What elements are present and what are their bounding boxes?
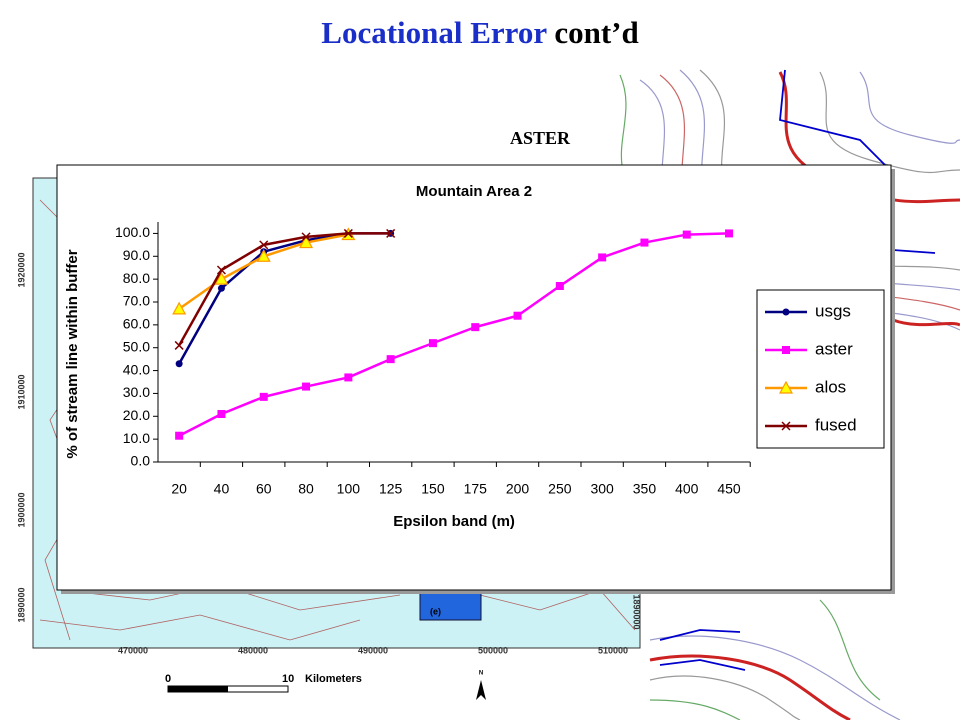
y-tick-label: 0.0	[131, 453, 151, 469]
marker	[344, 373, 353, 382]
legend-label: fused	[815, 415, 857, 434]
marker	[174, 340, 184, 350]
scale-start: 0	[165, 673, 171, 685]
legend-marker	[782, 346, 790, 354]
legend-marker	[778, 380, 794, 394]
marker	[217, 284, 225, 292]
scale-unit: Kilometers	[305, 673, 362, 685]
legend-marker	[781, 421, 791, 431]
marker	[640, 238, 649, 247]
x-tick-label: 175	[464, 481, 488, 497]
x-coord: 480000	[238, 645, 268, 655]
x-tick-label: 125	[379, 481, 403, 497]
marker	[725, 229, 734, 238]
series-line	[178, 232, 730, 437]
marker	[386, 355, 395, 364]
marker	[299, 235, 314, 249]
legend-label: usgs	[815, 301, 851, 320]
x-coord: 500000	[478, 645, 508, 655]
x-tick-label: 20	[171, 481, 187, 497]
marker	[682, 230, 691, 239]
legend-box	[756, 289, 885, 449]
y-tick-label: 80.0	[123, 270, 150, 286]
slide-title: Locational Error cont’d	[321, 15, 638, 50]
x-tick-label: 60	[256, 481, 272, 497]
marker	[343, 228, 353, 238]
legend-label: aster	[815, 339, 853, 358]
x-tick-label: 200	[506, 481, 530, 497]
chart-title: Mountain Area 2	[416, 183, 532, 200]
marker	[301, 232, 311, 242]
north-arrow	[476, 680, 486, 700]
marker	[598, 253, 607, 262]
x-tick-label: 250	[548, 481, 572, 497]
marker	[555, 282, 564, 290]
y-coord: 1890000	[632, 594, 642, 629]
y-tick-label: 20.0	[123, 407, 150, 423]
marker	[259, 392, 268, 401]
map-coords: 470000 480000 490000 500000 510000 19200…	[16, 252, 641, 655]
y-tick-label: 60.0	[123, 316, 150, 332]
marker	[302, 382, 311, 391]
map-highlight	[419, 589, 482, 621]
scale-end: 10	[282, 673, 294, 685]
marker	[175, 431, 184, 440]
panel-label: (e)	[430, 606, 441, 616]
x-tick-label: 450	[717, 481, 741, 497]
x-tick-label: 400	[675, 481, 699, 497]
y-coord: 1910000	[16, 374, 26, 409]
slide-subtitle: ASTER	[510, 128, 571, 148]
y-tick-label: 90.0	[123, 247, 150, 263]
chart: Mountain Area 2 Epsilon band (m) % of stre…	[64, 183, 885, 530]
marker	[214, 271, 229, 285]
x-coord: 490000	[358, 645, 388, 655]
series-line	[178, 232, 391, 347]
title-blue: Locational Error	[321, 15, 547, 50]
marker	[172, 301, 187, 315]
x-tick-label: 150	[421, 481, 445, 497]
y-tick-label: 10.0	[123, 430, 150, 446]
x-tick-label: 350	[633, 481, 657, 497]
legend-marker	[782, 308, 790, 316]
marker	[216, 265, 226, 275]
marker	[256, 249, 271, 262]
north-label: N	[479, 671, 483, 677]
y-tick-label: 30.0	[123, 384, 150, 400]
y-tick-label: 100.0	[115, 224, 150, 240]
marker	[386, 228, 396, 238]
marker	[175, 360, 183, 368]
y-tick-label: 70.0	[123, 293, 150, 309]
x-tick-label: 300	[590, 481, 614, 497]
x-tick-label: 100	[337, 481, 361, 497]
x-tick-label: 40	[214, 481, 230, 497]
legend-label: alos	[815, 377, 846, 396]
title-black: cont’d	[554, 15, 638, 50]
x-axis-label: Epsilon band (m)	[393, 513, 515, 530]
marker	[259, 240, 269, 250]
y-tick-label: 40.0	[123, 361, 150, 377]
y-tick-label: 50.0	[123, 338, 150, 354]
marker	[471, 323, 480, 332]
y-axis-label: % of stream line within buffer	[64, 249, 81, 458]
marker	[428, 339, 437, 348]
x-tick-label: 80	[298, 481, 314, 497]
marker	[217, 410, 226, 418]
scale-bar-fill	[168, 686, 228, 692]
x-coord: 470000	[118, 645, 148, 655]
y-coord: 1900000	[16, 492, 26, 527]
y-coord: 1920000	[16, 252, 26, 287]
x-coord: 510000	[598, 645, 628, 655]
marker	[513, 311, 522, 320]
y-coord: 1890000	[16, 587, 26, 622]
chart-area	[56, 164, 892, 591]
